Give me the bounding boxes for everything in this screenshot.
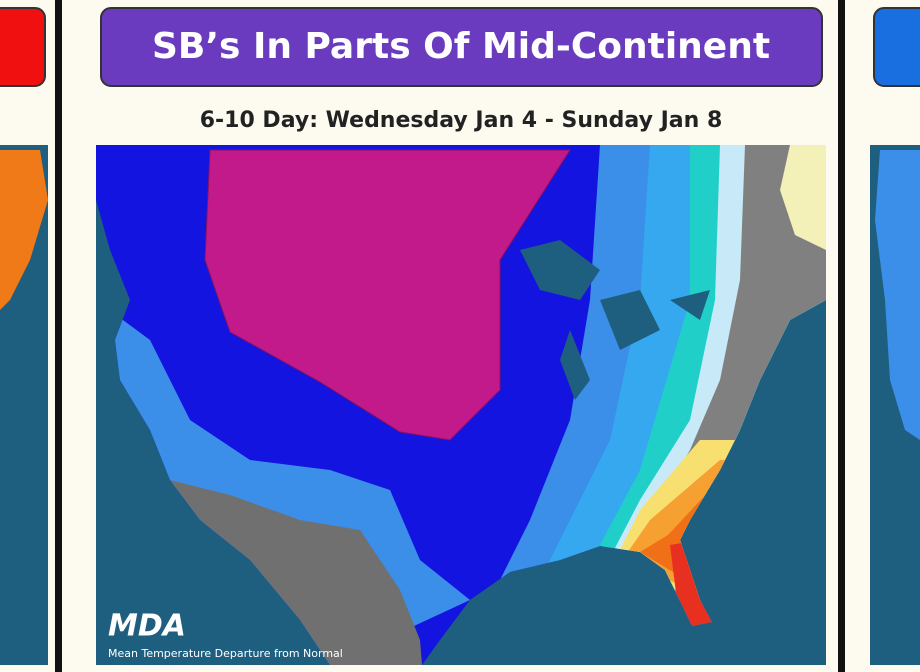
left-panel-land (0, 150, 48, 310)
title: SB’s In Parts Of Mid-Continent (152, 26, 770, 67)
divider (55, 0, 62, 672)
subtitle: 6-10 Day: Wednesday Jan 4 - Sunday Jan 8 (200, 108, 723, 133)
region (170, 480, 422, 665)
right-panel-header (873, 7, 920, 87)
right-panel-land (875, 150, 920, 440)
region (780, 145, 826, 250)
map-caption: Mean Temperature Departure from Normal (108, 647, 343, 660)
logo: MDA (108, 609, 186, 644)
cold-region (204, 149, 571, 441)
divider (838, 0, 845, 672)
lakes (520, 240, 710, 400)
left-panel-header (0, 7, 46, 87)
title-box (100, 7, 823, 87)
